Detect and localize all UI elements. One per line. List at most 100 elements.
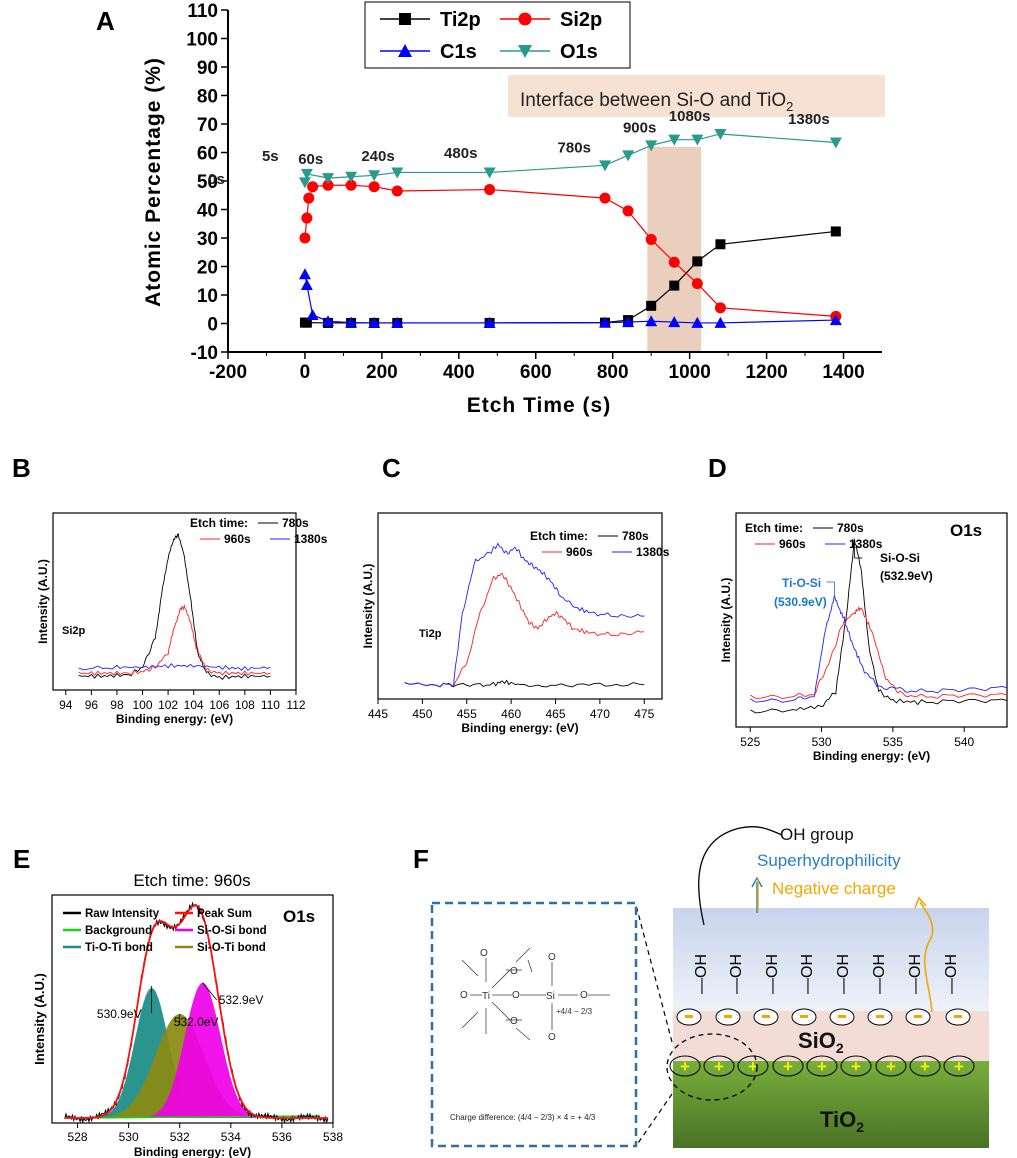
- point-Si2p: [622, 205, 634, 217]
- x-tick-label: 540: [954, 735, 974, 749]
- x-tick-label: 530: [119, 1130, 139, 1144]
- legend-label: Si-O-Ti bond: [197, 942, 266, 954]
- ti-o-si-label: Ti-O-Si: [782, 576, 821, 590]
- legend-label-1380s: 1380s: [636, 545, 670, 559]
- legend-label-960s: 960s: [779, 537, 806, 551]
- point-O1s: [298, 177, 311, 189]
- legend-label-1380s: 1380s: [849, 537, 883, 551]
- y-tick-label: 70: [197, 115, 218, 136]
- positive-charge-sign: +: [851, 1057, 861, 1076]
- positive-charge-sign: +: [748, 1057, 758, 1076]
- point-label: 780s: [558, 140, 591, 157]
- point-C1s: [345, 316, 358, 328]
- point-C1s: [622, 316, 635, 328]
- legend-label-960s: 960s: [224, 532, 251, 546]
- svg-text:O: O: [548, 952, 556, 963]
- chart-a-xlabel: Etch Time (s): [467, 394, 611, 417]
- oh-label: —OH: [871, 954, 888, 994]
- point-label: 0s: [208, 171, 225, 188]
- point-C1s: [829, 314, 842, 326]
- point-O1s: [668, 134, 681, 146]
- series-line-Ti2p: [304, 230, 836, 324]
- series-line-Si2p: [304, 184, 836, 317]
- inset-label: Si2p: [62, 625, 86, 637]
- point-C1s: [483, 316, 496, 328]
- y-tick-label: 40: [197, 201, 218, 222]
- point-Si2p: [714, 302, 726, 314]
- point-Si2p: [299, 232, 311, 244]
- positive-charge-ellipse: [943, 1055, 975, 1077]
- point-Si2p: [599, 192, 611, 204]
- si-o-si-label: Si-O-Si: [880, 551, 920, 565]
- legend-label: Si-O-Si bond: [197, 925, 267, 937]
- panel-letter-d: D: [708, 453, 727, 483]
- oh-label: —OH: [693, 954, 710, 994]
- point-O1s: [300, 168, 313, 180]
- superhydrophilicity-arrowhead: [751, 876, 763, 888]
- surface-oh-layer: [673, 908, 989, 1011]
- superhydrophilicity-label: Superhydrophilicity: [757, 851, 901, 870]
- y-tick-label: 0: [207, 315, 218, 336]
- point-C1s: [668, 316, 681, 328]
- y-axis-label: Intensity (A.U.): [719, 578, 733, 663]
- panel-letter-f: F: [413, 844, 429, 874]
- plot-frame: [52, 512, 297, 691]
- point-label: 1380s: [788, 111, 830, 128]
- svg-text:O: O: [548, 1032, 556, 1043]
- spectrum-line-780s: [78, 532, 271, 680]
- positive-charge-ellipse: [806, 1055, 838, 1077]
- point-Ti2p: [692, 256, 703, 267]
- svg-text:O: O: [480, 948, 488, 959]
- y-tick-label: 30: [197, 229, 218, 250]
- positive-charge-sign: +: [783, 1057, 793, 1076]
- y-axis-label: Intensity (A.U.): [32, 973, 47, 1065]
- panel-letter-b: B: [12, 453, 31, 483]
- svg-text:Ti: Ti: [482, 991, 490, 1002]
- panel-d: D 525 530 535 540 Binding energy: (eV) Intens…: [708, 453, 1008, 763]
- oh-label: —OH: [907, 954, 924, 994]
- point-Si2p: [345, 179, 357, 191]
- oh-group-label: OH group: [780, 825, 854, 844]
- chart-a-series: [298, 128, 842, 328]
- x-axis-label: Binding energy: (eV): [813, 749, 930, 763]
- y-tick-label: 10: [197, 286, 218, 307]
- svg-text:O: O: [512, 990, 520, 1001]
- negative-charge-sign: [954, 1015, 962, 1018]
- legend-label-Si2p: Si2p: [560, 9, 602, 31]
- legend-label: Ti-O-Ti bond: [85, 942, 153, 954]
- series-line-C1s: [304, 274, 836, 324]
- series-line-O1s: [304, 133, 836, 183]
- x-tick-label: 535: [883, 735, 903, 749]
- x-tick-label: 0: [300, 362, 311, 383]
- chart-a-ylabel: Atomic Percentage (%): [142, 57, 165, 307]
- x-tick-label: 528: [68, 1130, 88, 1144]
- peak-label-1: 530.9eV: [97, 1007, 142, 1021]
- oh-group-pointer: [698, 826, 783, 926]
- negative-charge-arrowhead: [914, 896, 927, 909]
- positive-charge-ellipse: [669, 1055, 701, 1077]
- legend-title: Etch time:: [190, 516, 248, 530]
- chart-a-axes: -10 0 10 20 30 40 50 60 70 80 90 100 110 -200 0 200 400 6…: [186, 1, 882, 383]
- point-Si2p: [484, 184, 496, 196]
- legend-label-C1s: C1s: [440, 41, 477, 63]
- x-tick-label: 534: [221, 1130, 241, 1144]
- legend-label-O1s: O1s: [560, 41, 598, 63]
- positive-charge-ellipse: [875, 1055, 907, 1077]
- legend-label-780s: 780s: [837, 521, 864, 535]
- spectrum-line-1380s: [78, 662, 271, 672]
- x-tick-label: 450: [412, 707, 432, 721]
- y-tick-label: 20: [197, 258, 218, 279]
- x-tick-label: 538: [323, 1130, 343, 1144]
- point-O1s: [622, 150, 635, 162]
- y-tick-label: 110: [187, 1, 218, 22]
- positive-charge-ellipse: [840, 1055, 872, 1077]
- positive-charge-sign: +: [714, 1057, 724, 1076]
- x-tick-label: 532: [170, 1130, 190, 1144]
- point-label: 1080s: [669, 108, 711, 125]
- point-O1s: [645, 140, 658, 152]
- spectrum-line-780s: [404, 679, 645, 688]
- point-Si2p: [668, 256, 680, 268]
- x-tick-label: 475: [634, 707, 654, 721]
- legend-title: Etch time:: [745, 521, 803, 535]
